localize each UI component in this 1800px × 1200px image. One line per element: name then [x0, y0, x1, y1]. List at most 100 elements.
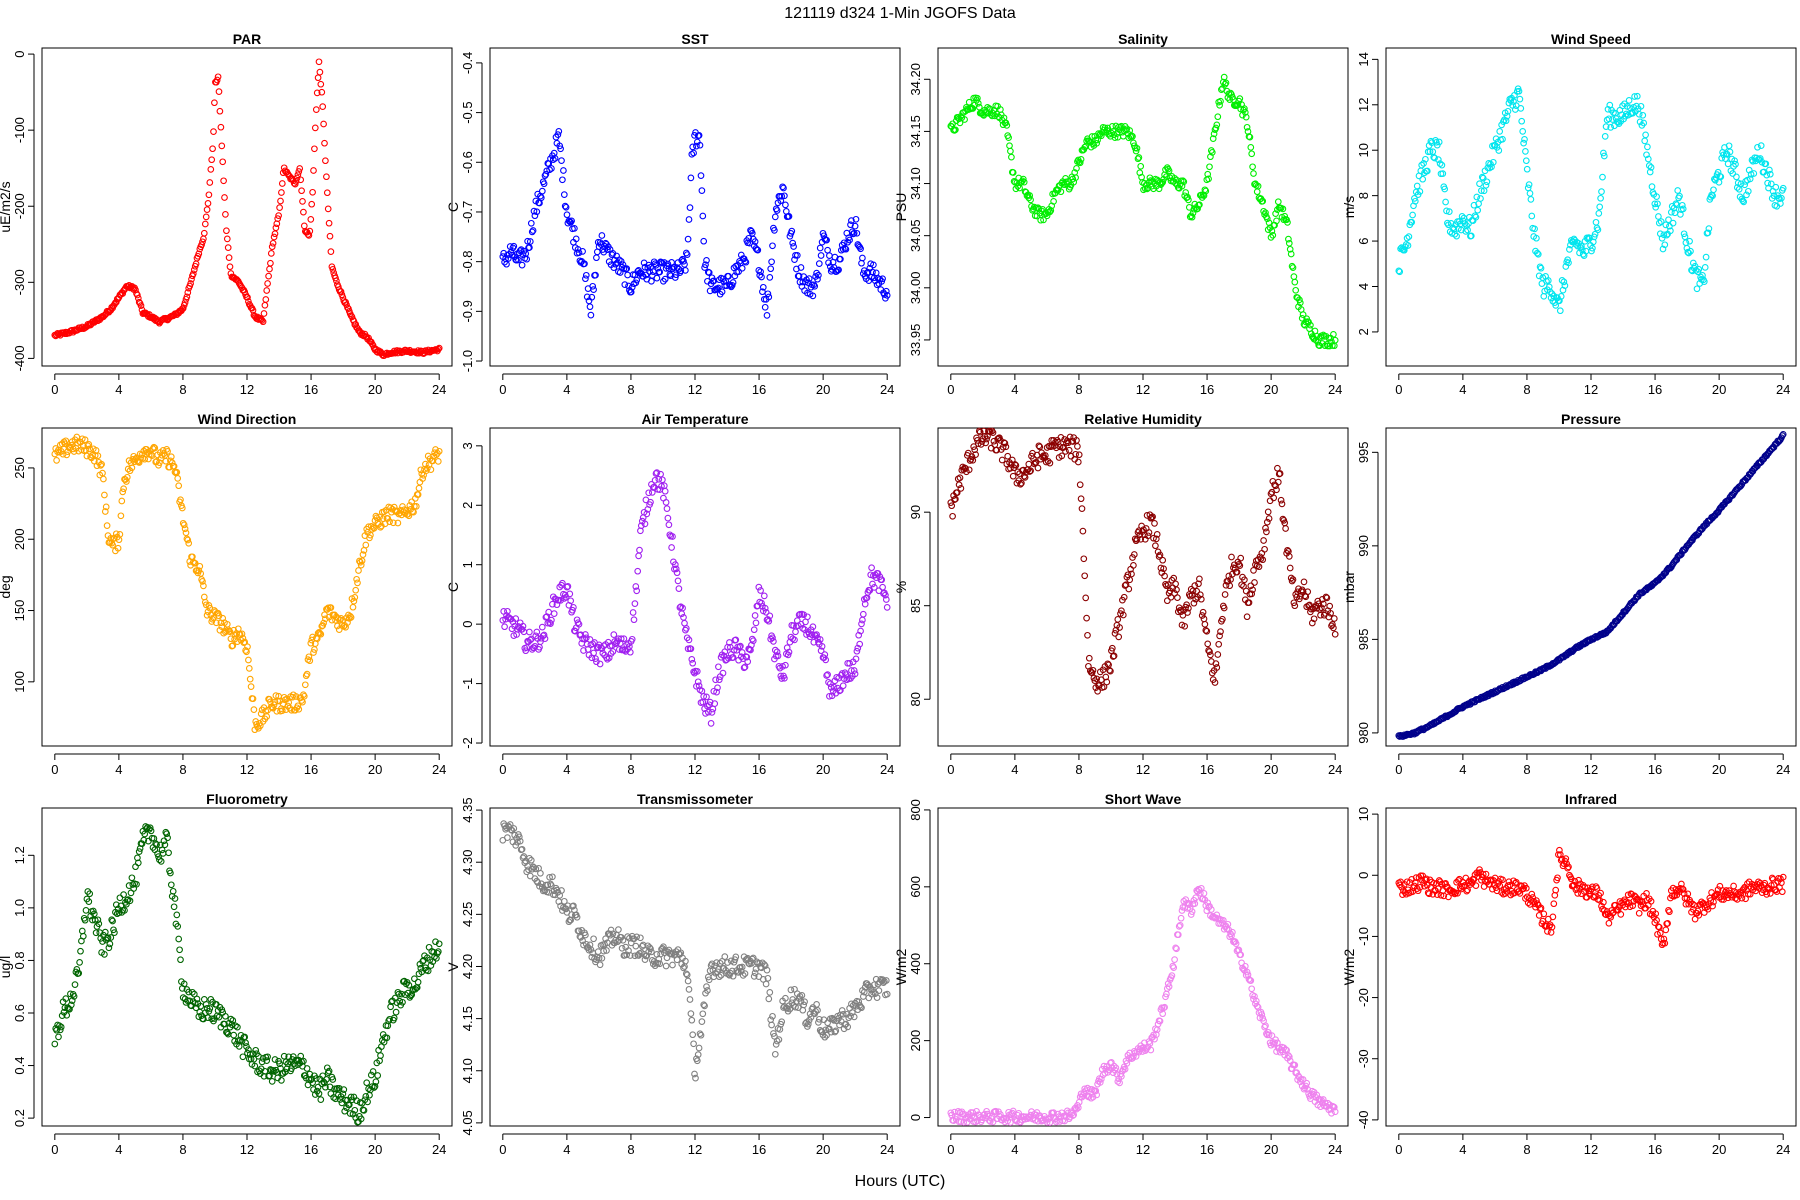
data-point [858, 620, 865, 628]
data-point [551, 155, 559, 162]
data-point [150, 443, 158, 451]
data-point [557, 145, 564, 153]
data-point [505, 250, 513, 258]
data-point [1159, 178, 1167, 186]
y-axis-label: V [445, 962, 461, 972]
y-tick-label: -0.7 [460, 201, 475, 223]
data-point [846, 236, 853, 244]
data-point [805, 275, 813, 282]
data-point [694, 678, 702, 686]
x-tick-label: 0 [947, 762, 954, 777]
data-point [1471, 212, 1479, 220]
data-point [708, 709, 716, 716]
data-point [774, 652, 782, 660]
data-point [78, 435, 86, 443]
data-point [311, 124, 319, 132]
data-point [993, 446, 1001, 454]
data-point [683, 634, 691, 642]
data-point [1778, 194, 1785, 202]
data-point [795, 272, 803, 280]
data-point [654, 264, 662, 272]
data-point [105, 308, 113, 316]
data-point [1733, 173, 1740, 181]
data-point [790, 243, 797, 250]
data-point [352, 321, 360, 328]
data-point [813, 631, 820, 638]
data-point [1262, 209, 1269, 217]
data-point [78, 446, 85, 454]
data-point [560, 191, 568, 198]
data-point [736, 643, 743, 651]
data-point [1578, 242, 1585, 250]
data-point [1107, 132, 1114, 140]
data-point [270, 701, 278, 709]
data-point [1722, 155, 1729, 162]
data-point [537, 194, 545, 202]
data-point [1588, 247, 1595, 255]
data-point [262, 296, 270, 303]
data-point [298, 187, 305, 195]
data-point [344, 619, 351, 626]
data-point [989, 429, 997, 436]
data-point [1504, 107, 1512, 115]
data-point [1642, 131, 1649, 139]
data-point [808, 631, 816, 639]
data-point [738, 649, 746, 656]
data-point [1544, 277, 1552, 284]
data-point [1473, 193, 1481, 201]
data-point [785, 648, 793, 656]
data-point [671, 274, 679, 281]
x-tick-label: 24 [432, 1142, 446, 1157]
data-point [1208, 149, 1216, 156]
data-point [561, 202, 569, 210]
data-point [295, 168, 303, 175]
data-point [1635, 110, 1643, 118]
data-point [596, 660, 604, 668]
data-point [1273, 217, 1280, 225]
data-point [320, 619, 327, 627]
data-point [1655, 219, 1663, 227]
data-point [588, 293, 596, 301]
data-point [1525, 181, 1533, 188]
data-point [538, 187, 546, 195]
data-point [1189, 209, 1197, 217]
data-point [795, 611, 803, 619]
data-point [505, 614, 513, 622]
data-point [1772, 183, 1780, 191]
data-point [310, 167, 317, 174]
data-point [333, 277, 340, 285]
data-point [362, 541, 370, 549]
y-axis-label: mbar [1341, 571, 1357, 603]
data-point [965, 466, 973, 474]
data-point [1179, 177, 1187, 185]
data-point [1451, 230, 1459, 238]
x-tick-label: 12 [240, 382, 254, 397]
data-point [368, 340, 376, 348]
data-point [577, 631, 585, 639]
y-tick-label: 3 [460, 442, 475, 449]
data-point [1294, 294, 1301, 302]
data-point [313, 89, 321, 97]
data-point [1762, 160, 1770, 168]
y-tick-label: 1.0 [12, 899, 27, 917]
data-point [972, 451, 979, 458]
data-point [558, 157, 565, 164]
data-point [966, 457, 974, 464]
x-tick-label: 12 [1136, 762, 1150, 777]
data-point [713, 688, 720, 696]
data-point [1502, 117, 1510, 125]
data-point [366, 534, 373, 542]
data-point [118, 497, 126, 505]
data-point [293, 174, 301, 182]
data-point [1658, 234, 1666, 242]
data-point [793, 265, 800, 273]
data-point [1605, 115, 1613, 123]
data-point [1750, 170, 1758, 177]
x-tick-label: 8 [1523, 762, 1530, 777]
data-point [554, 131, 562, 138]
data-point [1052, 444, 1060, 452]
data-point [1739, 197, 1747, 205]
data-point [976, 428, 984, 436]
data-point [562, 203, 570, 211]
